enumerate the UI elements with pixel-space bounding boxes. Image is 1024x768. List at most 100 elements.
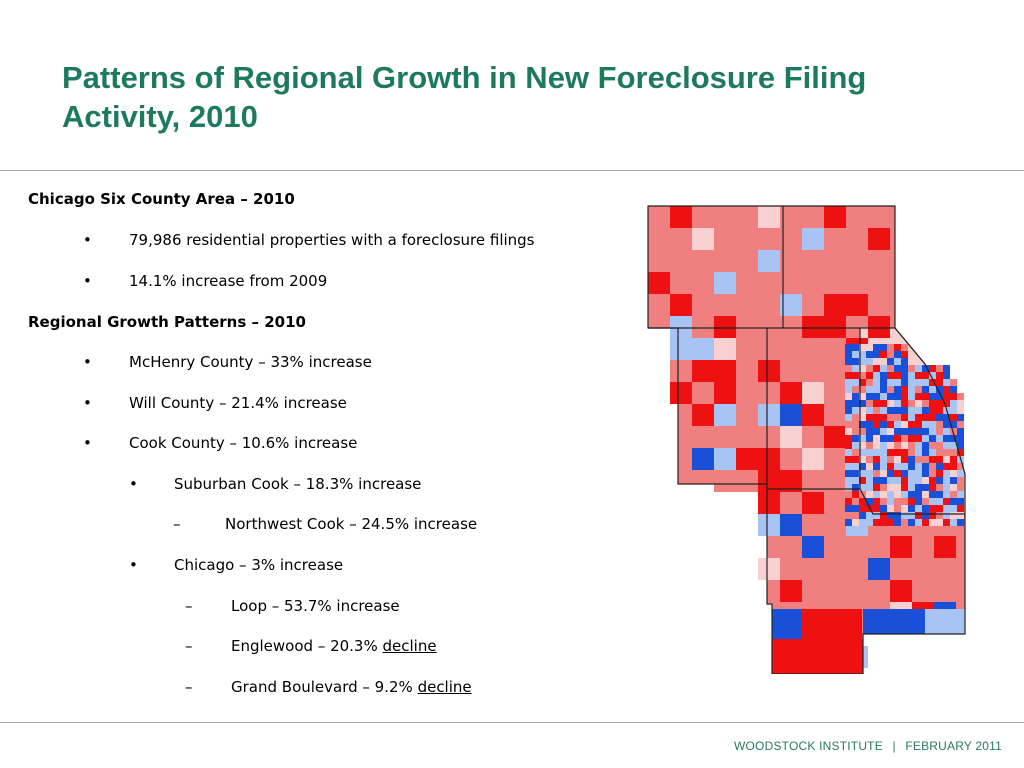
map-tract-cell (866, 358, 873, 365)
map-tract-cell (929, 386, 936, 393)
map-tract-cell (780, 426, 802, 448)
map-tract-cell (780, 228, 802, 250)
map-tract-cell (859, 351, 866, 358)
map-tract-cell (866, 491, 873, 498)
map-tract-cell (873, 344, 880, 351)
map-tract-cell (950, 505, 957, 512)
map-tract-cell (866, 428, 873, 435)
map-tract-cell (758, 470, 780, 492)
map-tract-cell (936, 463, 943, 470)
map-tract-cell (936, 491, 943, 498)
map-tract-cell (943, 442, 950, 449)
list-item-cook: Cook County – 10.6% increase (129, 434, 358, 452)
map-tract-cell (901, 379, 908, 386)
map-tract-cell (894, 519, 901, 526)
grand-boulevard-text: Grand Boulevard – 9.2% (231, 678, 418, 696)
map-tract-cell (758, 514, 780, 536)
map-tract-cell (936, 519, 943, 526)
map-tract-cell (880, 407, 887, 414)
map-tract-cell (936, 400, 943, 407)
map-tract-cell (894, 365, 901, 372)
map-tract-cell (894, 428, 901, 435)
map-tract-cell (780, 470, 802, 492)
map-tract-cell (852, 428, 859, 435)
grand-boulevard-decline-link[interactable]: decline (417, 678, 472, 696)
map-tract-cell (922, 414, 929, 421)
section-heading-regional: Regional Growth Patterns – 2010 (28, 313, 306, 331)
map-tract-cell (901, 470, 908, 477)
map-tract-cell (845, 393, 852, 400)
map-tract-cell (908, 442, 915, 449)
map-tract-cell (929, 456, 936, 463)
map-tract-cell (929, 477, 936, 484)
map-tract-cell (901, 344, 908, 351)
map-tract-cell (901, 414, 908, 421)
map-tract-cell (866, 512, 873, 519)
map-tract-cell (866, 351, 873, 358)
map-tract-cell (758, 492, 780, 514)
map-tract-cell (894, 477, 901, 484)
map-tract-cell (915, 463, 922, 470)
map-tract-cell (936, 372, 943, 379)
map-county-outlines (647, 205, 966, 674)
map-tract-cell (873, 505, 880, 512)
dash-icon: – (185, 637, 193, 655)
map-tract-cell (887, 428, 894, 435)
bullet-icon: • (129, 556, 138, 574)
map-tract-cell (802, 206, 824, 228)
map-tract-cell (894, 435, 901, 442)
map-tract-cell (714, 382, 736, 404)
map-tract-cell (859, 428, 866, 435)
map-tract-cell (880, 358, 887, 365)
map-tract-cell (714, 294, 736, 316)
map-tract-cell (922, 456, 929, 463)
map-tract-cell (887, 442, 894, 449)
map-tract-cell (894, 414, 901, 421)
map-tract-cell (915, 505, 922, 512)
map-tract-cell (915, 379, 922, 386)
map-tract-cell (950, 407, 957, 414)
map-tract-cell (915, 449, 922, 456)
map-tract-cell (670, 206, 692, 228)
map-tract-cell (915, 512, 922, 519)
map-tract-cell (780, 404, 802, 426)
map-tract-cell (929, 470, 936, 477)
map-tract-cell (929, 379, 936, 386)
map-tract-cell (901, 393, 908, 400)
map-tract-cell (880, 498, 887, 505)
map-tract-cell (957, 435, 964, 442)
map-tract-cell (901, 456, 908, 463)
map-tract-cell (802, 448, 824, 470)
map-tract-cell (887, 421, 894, 428)
map-tract-cell (950, 512, 957, 519)
map-tract-cell (880, 344, 887, 351)
map-tract-cell (908, 470, 915, 477)
map-tract-cell (915, 442, 922, 449)
map-tract-cell (859, 505, 866, 512)
map-tract-cell (714, 404, 736, 426)
map-tract-cell (859, 498, 866, 505)
map-tract-cell (915, 491, 922, 498)
map-tract-cell (866, 498, 873, 505)
map-tract-cell (692, 404, 714, 426)
map-tract-cell (950, 491, 957, 498)
map-tract-cell (915, 498, 922, 505)
englewood-decline-link[interactable]: decline (382, 637, 437, 655)
list-item-mchenry: McHenry County – 33% increase (129, 353, 372, 371)
bullet-icon: • (83, 434, 92, 452)
map-tract-cell (950, 400, 957, 407)
map-tract-cell (873, 491, 880, 498)
map-tract-cell (922, 470, 929, 477)
map-tract-cell (873, 379, 880, 386)
map-tract-cell (912, 558, 934, 580)
map-tract-cell (859, 372, 866, 379)
map-tract-cell (873, 456, 880, 463)
map-tract-cell (824, 206, 846, 228)
map-tract-cell (859, 386, 866, 393)
map-tract-cell (936, 477, 943, 484)
map-tract-cell (692, 448, 714, 470)
map-tract-cell (852, 344, 859, 351)
map-tract-cell (887, 512, 894, 519)
map-tract-cell (846, 294, 868, 316)
map-tract-cell (845, 456, 852, 463)
